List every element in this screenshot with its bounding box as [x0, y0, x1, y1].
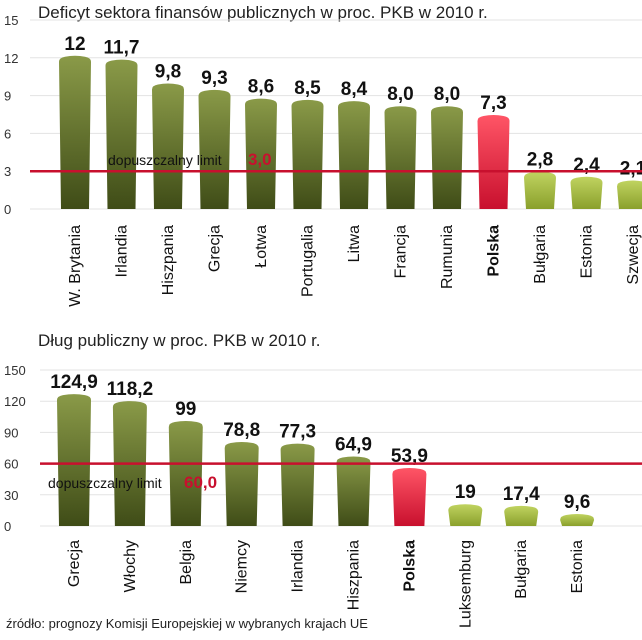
- debt-category-label: Irlandia: [290, 540, 307, 593]
- debt-y-tick-label: 150: [4, 363, 26, 378]
- debt-bar-1: [57, 394, 91, 526]
- deficit-bar-3: [152, 83, 184, 209]
- deficit-chart: Deficyt sektora finansów publicznych w p…: [4, 3, 642, 307]
- deficit-chart-title: Deficyt sektora finansów publicznych w p…: [38, 3, 488, 22]
- deficit-value-label: 9,3: [201, 68, 227, 89]
- deficit-value-label: 9,8: [155, 62, 181, 83]
- deficit-bar-9: [431, 106, 463, 209]
- debt-y-tick-label: 0: [4, 519, 11, 534]
- debt-y-tick-label: 90: [4, 425, 18, 440]
- debt-bar-3: [168, 421, 203, 526]
- debt-category-label: Bułgaria: [513, 540, 530, 599]
- deficit-value-label: 8,0: [434, 84, 460, 105]
- deficit-value-label: 8,4: [341, 79, 368, 100]
- source-note: źródło: prognozy Komisji Europejskiej w …: [6, 616, 368, 631]
- deficit-category-label: Bułgaria: [532, 225, 549, 284]
- debt-category-label: Luksemburg: [457, 540, 474, 628]
- deficit-category-label: Portugalia: [300, 225, 317, 297]
- debt-bar-7: [392, 467, 427, 526]
- debt-value-label: 64,9: [335, 435, 372, 456]
- deficit-value-label: 12: [64, 34, 85, 55]
- debt-chart: Dług publiczny w proc. PKB w 2010 r. 0 30…: [4, 331, 642, 628]
- deficit-bar-5: [245, 98, 277, 209]
- debt-value-label: 77,3: [279, 422, 316, 443]
- deficit-value-label: 8,6: [248, 77, 274, 98]
- deficit-bar-11: [524, 171, 556, 209]
- debt-bar-5: [280, 443, 315, 526]
- deficit-y-tick-label: 12: [4, 51, 18, 66]
- deficit-category-label: Łotwa: [253, 225, 270, 268]
- debt-limit-value: 60,0: [184, 473, 217, 492]
- deficit-value-label: 2,1: [620, 159, 642, 180]
- debt-bar-4: [224, 442, 259, 526]
- debt-value-label: 99: [175, 399, 196, 420]
- debt-value-label: 17,4: [503, 484, 540, 505]
- debt-value-label: 19: [455, 482, 476, 503]
- deficit-bar-7: [338, 101, 370, 209]
- debt-value-label: 118,2: [107, 379, 154, 400]
- debt-value-label: 78,8: [223, 420, 260, 441]
- debt-value-label: 53,9: [391, 446, 428, 467]
- deficit-category-label: Rumunia: [439, 225, 456, 289]
- deficit-bar-6: [291, 99, 324, 209]
- deficit-y-tick-label: 9: [4, 89, 11, 104]
- deficit-bar-2: [105, 59, 138, 209]
- debt-bar-10: [560, 514, 595, 526]
- debt-y-tick-label: 120: [4, 394, 26, 409]
- deficit-category-label: Francja: [393, 225, 410, 278]
- deficit-value-label: 7,3: [480, 93, 506, 114]
- deficit-category-label: Szwecja: [625, 225, 642, 285]
- debt-limit-label: dopuszczalny limit: [48, 475, 162, 491]
- debt-category-label: Grecja: [66, 540, 83, 587]
- deficit-bars: 12 W. Brytania 11,7 Irlandia 9,8 Hiszpania 9,3…: [59, 34, 642, 307]
- debt-category-label: Belgia: [178, 540, 195, 585]
- deficit-bar-4: [198, 89, 231, 209]
- debt-category-label: Estonia: [569, 540, 586, 593]
- deficit-category-label: Polska: [486, 225, 503, 277]
- deficit-category-label: Hiszpania: [160, 225, 177, 295]
- debt-value-label: 9,6: [564, 492, 590, 513]
- deficit-limit: dopuszczalny limit 3,0: [30, 150, 642, 173]
- deficit-bar-1: [59, 55, 91, 209]
- deficit-limit-label: dopuszczalny limit: [108, 152, 222, 168]
- deficit-limit-value: 3,0: [248, 150, 272, 169]
- deficit-y-tick-label: 15: [4, 13, 18, 28]
- debt-category-label: Włochy: [122, 540, 139, 592]
- deficit-value-label: 2,4: [573, 155, 600, 176]
- deficit-bar-12: [570, 176, 603, 209]
- deficit-value-label: 11,7: [104, 38, 140, 59]
- debt-y-tick-label: 60: [4, 457, 18, 472]
- deficit-category-label: Estonia: [579, 225, 596, 278]
- deficit-bar-13: [617, 180, 642, 209]
- debt-limit: dopuszczalny limit 60,0: [40, 462, 642, 492]
- deficit-bar-8: [384, 106, 417, 209]
- debt-bar-9: [504, 505, 539, 526]
- deficit-category-label: Irlandia: [114, 225, 131, 278]
- deficit-category-label: Litwa: [346, 225, 363, 262]
- deficit-value-label: 2,8: [527, 150, 553, 171]
- debt-chart-title: Dług publiczny w proc. PKB w 2010 r.: [38, 331, 321, 350]
- debt-category-label: Hiszpania: [346, 540, 363, 610]
- debt-category-label: Niemcy: [234, 540, 251, 593]
- debt-bars: 124,9 Grecja 118,2 Włochy 99 Belgia 78,8 Niemcy…: [50, 372, 595, 628]
- deficit-value-label: 8,5: [294, 78, 321, 99]
- deficit-value-label: 8,0: [387, 84, 413, 105]
- debt-bar-8: [448, 504, 483, 526]
- deficit-y-tick-label: 3: [4, 164, 11, 179]
- deficit-bar-10: [477, 115, 510, 209]
- debt-bar-6: [336, 456, 371, 526]
- debt-value-label: 124,9: [50, 372, 98, 393]
- deficit-category-label: W. Brytania: [67, 225, 84, 307]
- deficit-y-tick-label: 6: [4, 126, 11, 141]
- debt-category-label: Polska: [401, 540, 418, 592]
- deficit-y-tick-label: 0: [4, 202, 11, 217]
- deficit-category-label: Grecja: [207, 225, 224, 272]
- debt-y-tick-label: 30: [4, 488, 18, 503]
- debt-y-axis: 0 30 60 90 120 150: [4, 363, 642, 534]
